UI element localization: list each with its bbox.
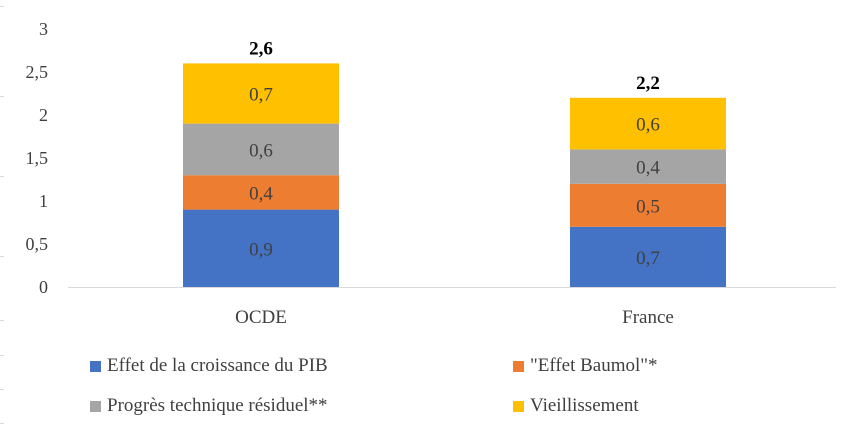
legend-label-ageing: Vieillissement [530,395,639,416]
bar-segment [183,209,339,287]
legend-label-technical-progress: Progrès technique résiduel** [107,395,328,416]
bars: 0,9 0,4 0,6 0,7 2,6 0,7 0,5 0,4 0,6 2,2 [183,38,726,287]
y-tick-label: 3 [39,19,48,39]
total-value-label: 2,2 [636,73,660,94]
legend-label-baumol: "Effet Baumol"* [530,355,658,376]
edge-tick-mark [0,176,4,177]
y-tick-label: 0,5 [26,234,49,254]
edge-tick-mark [0,389,4,390]
legend-item-technical-progress: Progrès technique résiduel** [90,395,328,417]
bar-segment [183,175,339,210]
y-tick-label: 0 [39,277,48,297]
y-tick-label: 2 [39,105,48,125]
legend-item-ageing: Vieillissement [513,395,639,417]
bar-segment [570,183,726,227]
stacked-bar-chart: 00,511,522,53 0,90,40,60,72,60,70,50,40,… [26,19,836,328]
y-tick-label: 1 [39,191,48,211]
edge-tick-mark [0,96,4,97]
edge-tick-mark [0,6,4,7]
segment-value-label: 0,4 [636,158,660,179]
legend-label-gdp: Effet de la croissance du PIB [107,355,328,376]
x-axis-categories: OCDE France [235,307,674,328]
category-label: OCDE [235,307,287,328]
edge-tick-mark [0,423,4,424]
edge-tick-mark [0,256,4,257]
bar-segment [570,97,726,150]
segment-value-label: 0,7 [636,248,660,269]
segment-value-label: 0,7 [249,85,273,106]
segment-value-label: 0,6 [249,140,273,161]
edge-tick-mark [0,355,4,356]
total-value-label: 2,6 [249,38,273,59]
legend-swatch-gdp [90,360,101,372]
y-tick-label: 2,5 [26,62,49,82]
legend-swatch-ageing [513,400,524,412]
segment-value-label: 0,4 [249,183,273,204]
segment-value-label: 0,6 [636,115,660,136]
legend-item-baumol: "Effet Baumol"* [513,355,658,377]
bar-segment [570,149,726,184]
edge-tick-mark [0,320,4,321]
segment-value-label: 0,9 [249,239,273,260]
segment-value-label: 0,5 [636,196,660,217]
legend: Effet de la croissance du PIB "Effet Bau… [90,355,830,425]
bar-segment [183,123,339,176]
y-tick-label: 1,5 [26,148,49,168]
legend-swatch-technical-progress [90,400,101,412]
legend-item-gdp: Effet de la croissance du PIB [90,355,328,377]
y-axis-ticks: 0 0,5 1 1,5 2 2,5 3 [26,19,49,297]
bar-segment [570,226,726,287]
legend-swatch-baumol [513,360,524,372]
category-label: France [622,307,674,328]
bar-segment [183,63,339,124]
